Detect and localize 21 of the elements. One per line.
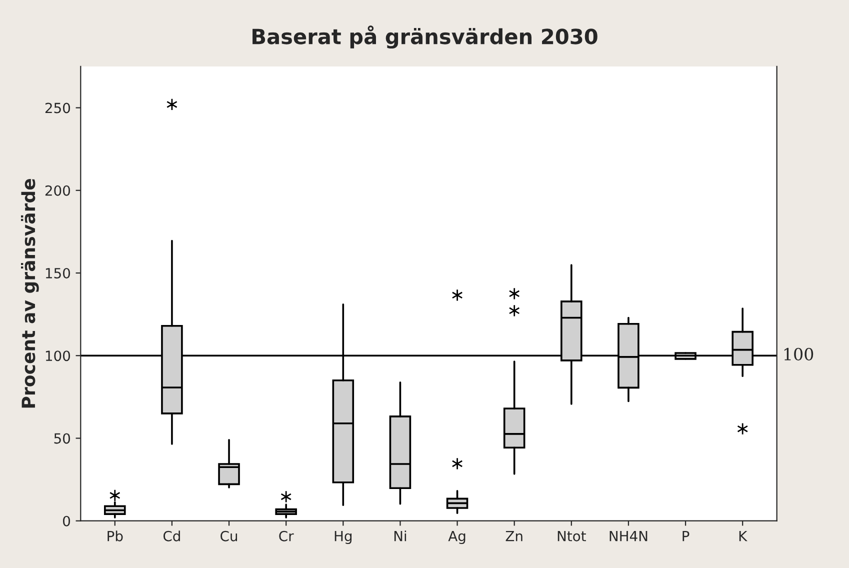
y-tick-label: 250 [45, 102, 70, 114]
x-tick-label: Ni [394, 530, 406, 542]
y-tick-label: 200 [45, 185, 70, 196]
ref-line-label: 100 [784, 348, 814, 360]
x-tick-label: NH4N [610, 531, 648, 542]
x-tick-label: Cu [220, 530, 238, 542]
x-tick-label: Hg [334, 531, 352, 544]
y-tick-label: 0 [63, 516, 70, 526]
x-tick-label: Ag [448, 531, 466, 544]
y-tick-label: 50 [54, 433, 70, 444]
y-tick-label: 150 [46, 268, 70, 278]
x-tick-label: Cr [279, 530, 294, 542]
y-axis-title: Procent av gränsvärde [20, 178, 39, 408]
y-tick-label: 100 [46, 350, 70, 362]
x-tick-label: P [682, 531, 690, 542]
x-tick-label: Zn [506, 531, 522, 542]
x-tick-label: K [739, 531, 748, 542]
x-tick-label: Pb [108, 530, 123, 542]
x-tick-label: Cd [163, 530, 180, 542]
x-tick-label: Ntot [558, 531, 586, 542]
chart-title: Baserat på gränsvärden 2030 [252, 26, 598, 49]
